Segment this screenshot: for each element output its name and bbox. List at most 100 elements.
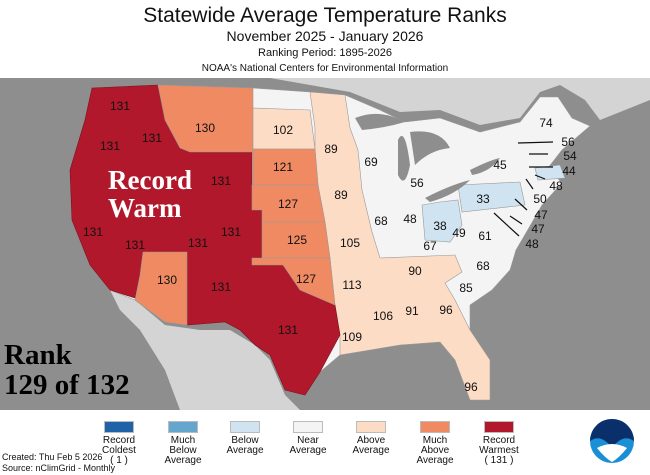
map-title: Statewide Average Temperature Ranks xyxy=(143,4,507,27)
legend-label: Near xyxy=(297,435,319,446)
state-rank-ut: 131 xyxy=(187,236,209,250)
state-rank-nv: 131 xyxy=(124,238,146,252)
state-rank-ri: 48 xyxy=(549,179,563,193)
legend-label: Much xyxy=(422,435,448,446)
state-rank-ct: 50 xyxy=(533,192,547,206)
legend-label: Average xyxy=(226,445,264,456)
state-rank-va: 61 xyxy=(478,229,492,243)
legend-label: Below xyxy=(169,445,197,456)
legend-swatch xyxy=(230,421,260,433)
us-temperature-map xyxy=(0,78,650,410)
state-rank-fl: 96 xyxy=(464,380,478,394)
legend-swatch xyxy=(420,421,450,433)
legend-item: Near Average xyxy=(276,421,340,456)
state-rank-wy: 131 xyxy=(210,174,232,188)
record-warm-annotation: Record Warm xyxy=(108,166,192,223)
legend-label: Record xyxy=(102,435,136,446)
legend-item: Below Average xyxy=(213,421,277,456)
state-pennsylvania xyxy=(457,181,526,213)
legend-label: Average xyxy=(416,455,454,466)
state-rank-nm: 131 xyxy=(210,280,232,294)
legend-item: Much Below Average xyxy=(151,421,215,466)
legend-swatch xyxy=(484,421,514,433)
state-rank-de: 47 xyxy=(531,222,545,236)
state-rank-md: 48 xyxy=(525,237,539,251)
state-rank-oh: 38 xyxy=(433,219,447,233)
leader-line-de xyxy=(509,215,523,225)
state-rank-wi: 69 xyxy=(364,155,378,169)
state-rank-tn: 90 xyxy=(408,264,422,278)
state-rank-ar: 113 xyxy=(342,278,362,292)
state-rank-wa: 131 xyxy=(109,99,131,113)
state-rank-in: 48 xyxy=(403,212,417,226)
legend-swatch xyxy=(293,421,323,433)
state-rank-mo: 105 xyxy=(339,236,361,250)
annotation-line: Record xyxy=(108,165,192,195)
legend-item: Above Average xyxy=(339,421,403,456)
legend-label: Warmest xyxy=(479,445,519,456)
legend-swatch xyxy=(168,421,198,433)
legend-item: Record Coldest( 1 ) xyxy=(87,421,151,466)
national-rank-annotation: Rank 129 of 132 xyxy=(4,340,130,401)
state-rank-ca: 131 xyxy=(82,225,104,239)
organization: NOAA's National Centers for Environmenta… xyxy=(201,63,449,74)
state-montana xyxy=(157,84,254,153)
legend-label: Average xyxy=(164,455,202,466)
state-rank-ne: 127 xyxy=(277,197,299,211)
state-rank-ms: 106 xyxy=(372,309,394,323)
state-rank-ks: 125 xyxy=(286,233,308,247)
state-rank-pa: 33 xyxy=(476,192,490,206)
legend-label: ( 1 ) xyxy=(110,455,128,466)
state-rank-nd: 102 xyxy=(272,123,294,137)
annotation-line: Warm xyxy=(108,193,182,224)
region-record-warm xyxy=(69,84,341,396)
great-lakes xyxy=(355,113,500,202)
state-rank-ia: 89 xyxy=(334,188,348,202)
legend-swatch xyxy=(356,421,386,433)
legend-label: Average xyxy=(352,445,390,456)
state-rank-mi: 56 xyxy=(410,176,424,190)
annotation-line: Rank xyxy=(4,339,72,371)
state-rank-ny: 45 xyxy=(493,158,507,172)
data-source: Source: nClimGrid - Monthly xyxy=(2,463,116,473)
legend-label: Much xyxy=(170,435,196,446)
leader-line-ct xyxy=(525,178,534,190)
state-rank-sc: 85 xyxy=(459,281,473,295)
legend-label: Record xyxy=(482,435,516,446)
leader-line-ri xyxy=(534,174,546,180)
state-oklahoma xyxy=(251,257,336,306)
legend-label: Coldest xyxy=(102,445,136,456)
noaa-logo xyxy=(590,419,634,463)
legend-item: Record Warmest( 131 ) xyxy=(467,421,531,466)
state-rank-la: 109 xyxy=(341,330,363,344)
ranking-period: Ranking Period: 1895-2026 xyxy=(258,47,392,59)
legend-label: ( 131 ) xyxy=(484,455,514,466)
state-rank-co: 131 xyxy=(220,225,242,239)
state-rank-sd: 121 xyxy=(272,160,294,174)
state-rank-tx: 131 xyxy=(277,323,299,337)
legend-label: Average xyxy=(289,445,327,456)
canada xyxy=(60,78,650,125)
legend-label: Below xyxy=(231,435,259,446)
state-rank-mn: 89 xyxy=(324,142,338,156)
map-subtitle: November 2025 - January 2026 xyxy=(226,28,424,44)
state-ohio xyxy=(421,199,463,243)
state-rank-nc: 68 xyxy=(476,259,490,273)
state-rank-or: 131 xyxy=(99,139,121,153)
state-rank-ga: 96 xyxy=(439,303,453,317)
legend-label: Above xyxy=(420,445,450,456)
state-rank-nj: 47 xyxy=(534,208,548,222)
legend-label: Above xyxy=(356,435,386,446)
leader-line-vt xyxy=(517,141,554,144)
leader-line-md xyxy=(493,212,520,237)
legend-item: Much Above Average xyxy=(403,421,467,466)
state-rank-nh: 54 xyxy=(563,149,577,163)
state-rank-vt: 56 xyxy=(561,135,575,149)
state-rank-il: 68 xyxy=(374,214,388,228)
state-rank-az: 130 xyxy=(156,273,178,287)
mexico xyxy=(110,290,300,410)
state-rank-id: 131 xyxy=(141,131,163,145)
state-rank-ok: 127 xyxy=(295,272,317,286)
leader-line-nj xyxy=(514,198,528,211)
created-date: Created: Thu Feb 5 2026 xyxy=(2,452,103,462)
